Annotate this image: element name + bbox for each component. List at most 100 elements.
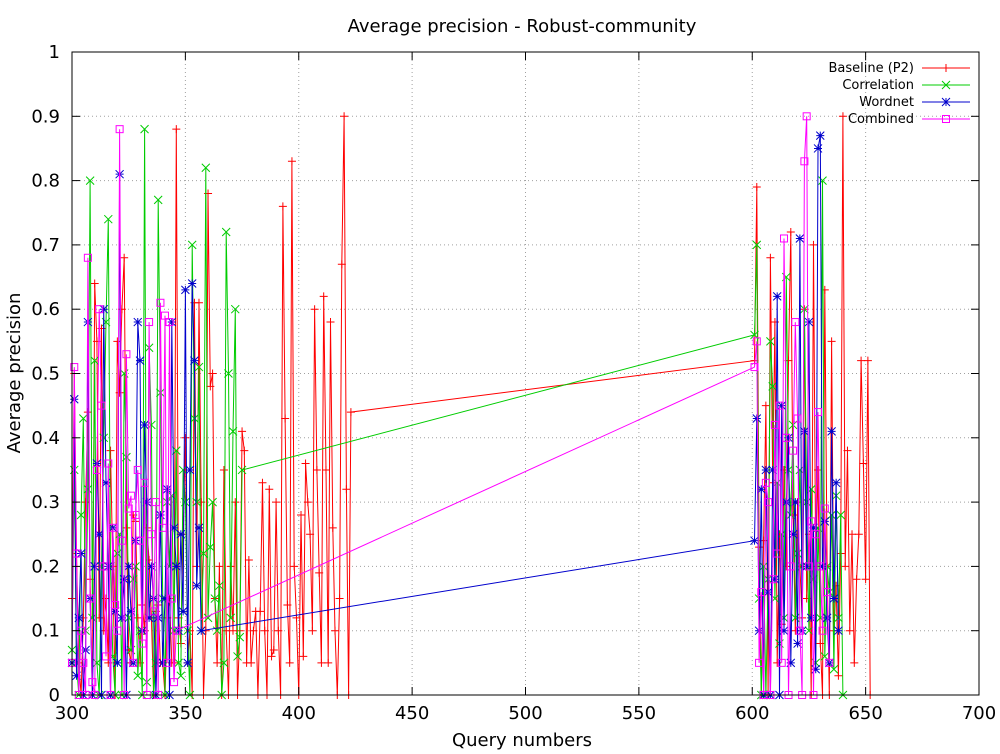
data-point	[831, 478, 841, 488]
y-tick-label: 0.1	[31, 621, 60, 642]
legend-label: Wordnet	[859, 95, 914, 110]
data-point	[274, 626, 283, 635]
data-point	[133, 465, 142, 474]
data-point	[800, 427, 809, 436]
data-point	[169, 523, 179, 533]
data-point	[172, 125, 181, 134]
data-point	[342, 485, 351, 494]
data-point	[813, 144, 823, 153]
data-point	[768, 575, 777, 584]
data-point	[145, 318, 154, 327]
data-point	[759, 562, 768, 571]
data-point	[92, 658, 102, 668]
data-point	[782, 433, 791, 442]
data-point	[124, 504, 133, 513]
data-point	[337, 260, 346, 269]
data-point	[795, 234, 805, 243]
data-point	[303, 498, 312, 507]
data-point	[781, 497, 791, 507]
data-point	[126, 491, 135, 500]
data-point	[773, 549, 782, 558]
y-tick-label: 1	[49, 42, 60, 63]
data-point	[122, 452, 131, 462]
data-point	[757, 588, 766, 597]
data-point	[95, 305, 104, 314]
data-point	[149, 607, 158, 616]
data-point	[88, 678, 97, 687]
data-point	[861, 575, 870, 584]
data-point	[133, 613, 142, 622]
data-point	[178, 607, 188, 616]
data-point	[112, 658, 122, 668]
data-point	[190, 414, 199, 423]
data-point	[790, 497, 800, 507]
data-point	[793, 414, 802, 423]
data-point	[795, 465, 805, 475]
data-point	[795, 626, 804, 635]
data-point	[346, 408, 355, 417]
data-point	[834, 671, 843, 680]
ticks	[71, 51, 980, 696]
data-point	[256, 607, 265, 616]
data-point	[90, 356, 100, 365]
series-baseline-p2	[68, 112, 875, 699]
series-line	[71, 129, 844, 696]
data-point	[181, 497, 190, 507]
data-point	[187, 240, 197, 250]
data-point	[81, 498, 90, 507]
data-point	[328, 523, 337, 532]
data-point	[761, 478, 770, 487]
y-tick-label: 0.4	[31, 428, 60, 449]
data-point	[244, 555, 253, 564]
data-point	[265, 485, 274, 494]
data-point	[133, 671, 143, 681]
data-point	[233, 652, 242, 661]
data-point	[308, 626, 317, 635]
data-point	[789, 446, 798, 455]
data-point	[267, 652, 276, 661]
data-point	[230, 304, 240, 314]
data-point	[786, 562, 795, 571]
data-point	[324, 658, 333, 667]
data-point	[72, 549, 81, 558]
data-point	[811, 664, 821, 674]
data-point	[285, 658, 294, 667]
data-point	[147, 562, 156, 571]
data-point	[335, 594, 344, 603]
data-point	[110, 607, 120, 616]
data-point	[86, 594, 95, 603]
data-point	[827, 427, 836, 436]
data-point	[326, 318, 335, 327]
data-point	[167, 594, 176, 603]
y-tick-label: 0.2	[31, 556, 60, 577]
data-point	[221, 227, 231, 237]
data-point	[192, 581, 202, 591]
data-point	[766, 253, 775, 262]
data-point	[206, 382, 215, 391]
series-line	[71, 116, 830, 696]
data-point	[827, 337, 836, 346]
data-point	[126, 607, 136, 616]
data-point	[240, 446, 249, 455]
y-tick-label: 0.9	[31, 106, 60, 127]
data-point	[786, 658, 796, 668]
data-point	[187, 279, 197, 288]
data-point	[156, 510, 165, 520]
data-point	[859, 459, 868, 468]
data-point	[802, 112, 811, 121]
data-point	[809, 523, 818, 533]
data-point	[321, 465, 330, 474]
data-point	[804, 562, 813, 571]
data-point	[317, 658, 326, 667]
data-point	[213, 658, 222, 667]
data-point	[779, 234, 788, 243]
series-layer	[67, 112, 875, 700]
data-point	[151, 498, 160, 507]
data-point	[101, 478, 111, 488]
data-point	[94, 529, 104, 539]
data-point	[115, 388, 124, 397]
x-tick-label: 300	[55, 703, 89, 724]
data-point	[312, 465, 321, 474]
data-point	[147, 530, 156, 539]
data-point	[272, 498, 281, 507]
